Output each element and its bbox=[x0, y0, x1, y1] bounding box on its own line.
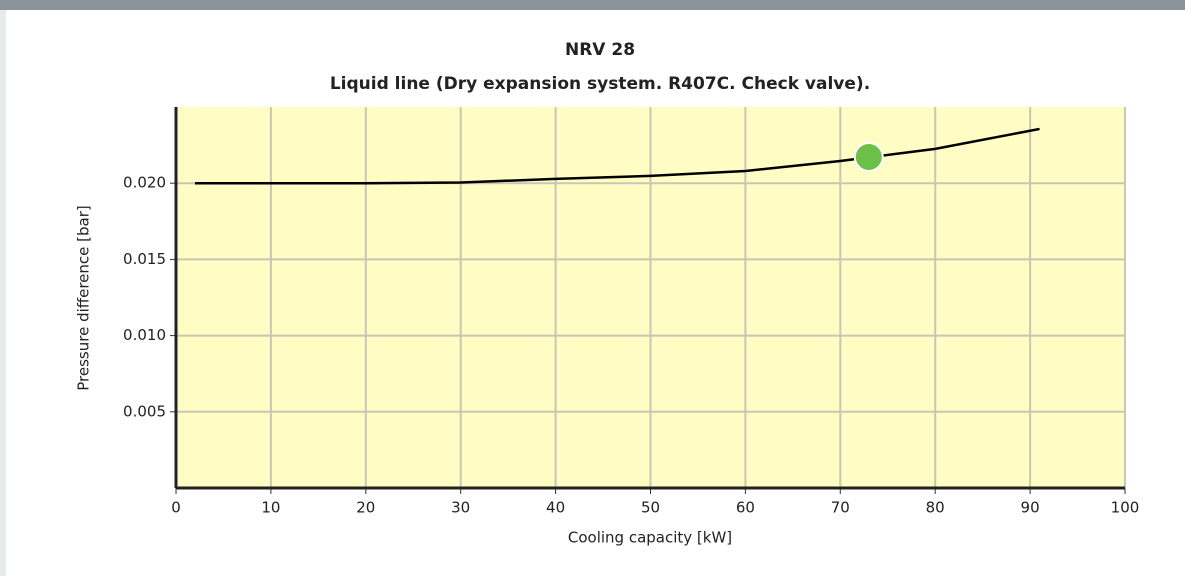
operating-point bbox=[853, 141, 884, 172]
y-tick-label: 0.015 bbox=[123, 250, 166, 268]
x-tick-label: 80 bbox=[926, 499, 945, 517]
chart-title: NRV 28 bbox=[565, 40, 635, 60]
x-tick-label: 40 bbox=[546, 499, 565, 517]
x-tick-label: 100 bbox=[1111, 499, 1140, 517]
x-tick-label: 60 bbox=[736, 499, 755, 517]
x-tick-label: 10 bbox=[261, 499, 280, 517]
data-line bbox=[194, 127, 1040, 185]
y-tick-label: 0.020 bbox=[123, 174, 166, 192]
x-axis-label: Cooling capacity [kW] bbox=[568, 529, 732, 547]
x-tick-label: 0 bbox=[171, 499, 181, 517]
left-border bbox=[0, 10, 6, 576]
x-tick-label: 50 bbox=[641, 499, 660, 517]
x-tick-label: 20 bbox=[356, 499, 375, 517]
chart-subtitle: Liquid line (Dry expansion system. R407C… bbox=[330, 74, 870, 94]
top-bar bbox=[0, 0, 1185, 10]
y-tick-label: 0.010 bbox=[123, 326, 166, 344]
x-tick-label: 90 bbox=[1021, 499, 1040, 517]
x-tick-label: 30 bbox=[451, 499, 470, 517]
x-tick-label: 70 bbox=[831, 499, 850, 517]
y-tick-label: 0.005 bbox=[123, 402, 166, 420]
y-axis-label: Pressure difference [bar] bbox=[75, 205, 93, 390]
